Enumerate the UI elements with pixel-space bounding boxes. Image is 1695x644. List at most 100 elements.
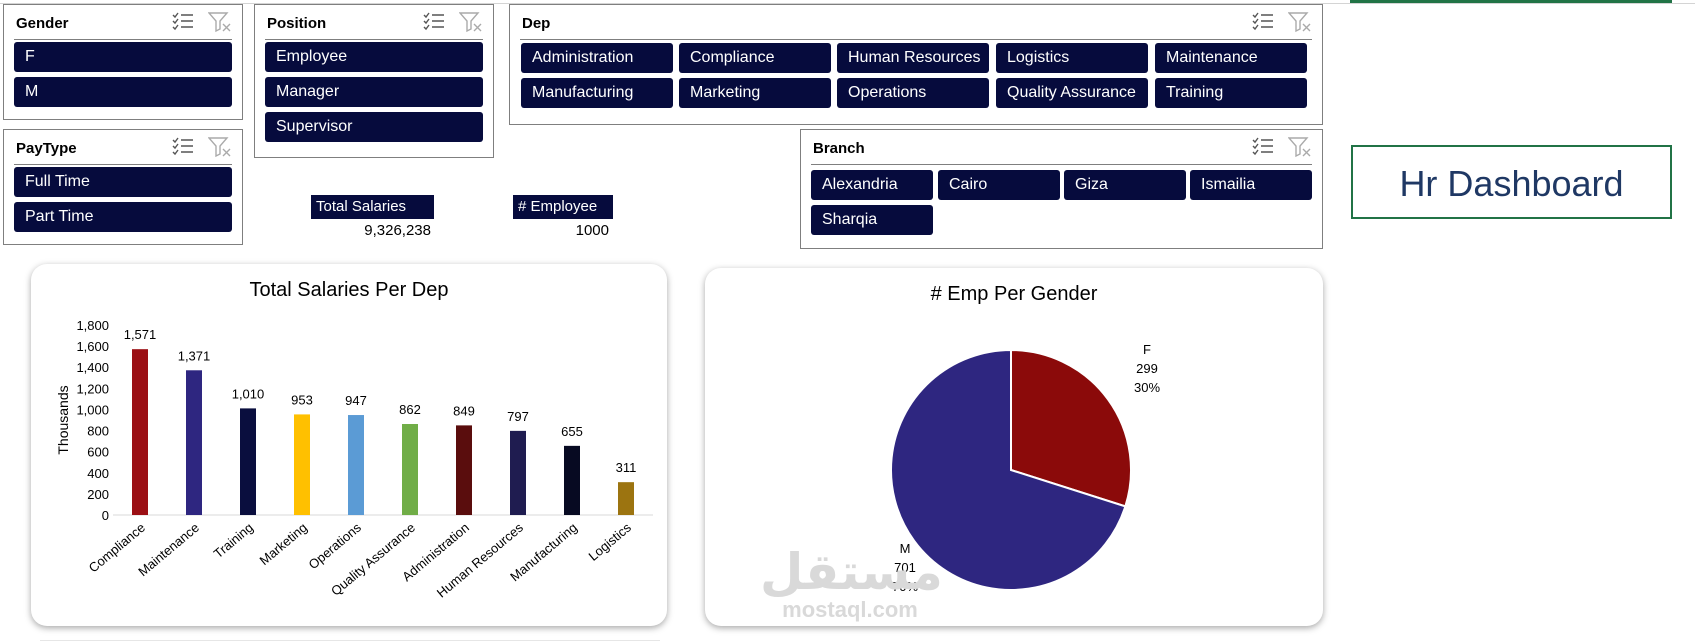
y-tick-label: 400 xyxy=(87,466,109,481)
slicer-item-marketing[interactable]: Marketing xyxy=(679,78,831,108)
data-label: 1,371 xyxy=(178,348,211,363)
chart-title: # Emp Per Gender xyxy=(930,283,1098,305)
data-label: 1,571 xyxy=(124,327,157,342)
slicer-item-part-time[interactable]: Part Time xyxy=(14,202,232,232)
data-label: 311 xyxy=(616,460,637,475)
y-tick-label: 1,200 xyxy=(76,381,109,396)
y-tick-label: 0 xyxy=(102,508,109,523)
pie-chart: F 299 30% M 701 70% xyxy=(890,342,1160,594)
selected-cell-border xyxy=(1350,0,1672,3)
slicer-item-administration[interactable]: Administration xyxy=(521,43,673,73)
bar-administration xyxy=(456,425,472,515)
total-salaries-value: 9,326,238 xyxy=(364,222,431,239)
slicer-item-operations[interactable]: Operations xyxy=(837,78,989,108)
bar-logistics xyxy=(618,482,634,515)
bar-manufacturing xyxy=(564,445,580,515)
x-tick-label: Training xyxy=(211,520,256,561)
clear-filter-icon[interactable] xyxy=(1288,136,1312,158)
y-tick-label: 1,000 xyxy=(76,402,109,417)
slicer-item-employee[interactable]: Employee xyxy=(265,42,483,72)
slicer-item-compliance[interactable]: Compliance xyxy=(679,43,831,73)
y-tick-label: 800 xyxy=(87,424,109,439)
y-tick-label: 1,600 xyxy=(76,339,109,354)
x-tick-label: Marketing xyxy=(257,520,310,568)
position-slicer: Position Employee Manager Supervisor xyxy=(254,4,494,158)
multi-select-icon[interactable] xyxy=(1252,136,1274,158)
clear-filter-icon[interactable] xyxy=(1288,11,1312,33)
y-tick-label: 200 xyxy=(87,487,109,502)
slicer-header: Dep xyxy=(520,5,1312,40)
slice-label-value: 701 xyxy=(894,560,916,575)
data-label: 953 xyxy=(291,392,313,407)
pie-slice-f xyxy=(1010,348,1132,508)
slicer-item-human-resources[interactable]: Human Resources xyxy=(837,43,989,73)
dashboard-title-box: Hr Dashboard xyxy=(1351,145,1672,219)
slicer-item-giza[interactable]: Giza xyxy=(1064,170,1186,200)
slice-label-value: 299 xyxy=(1136,361,1158,376)
data-label: 1,010 xyxy=(232,386,265,401)
data-label: 947 xyxy=(345,393,367,408)
gender-chart-card[interactable]: # Emp Per Gender F 299 30% M 701 70% xyxy=(705,268,1323,626)
clear-filter-icon[interactable] xyxy=(459,11,483,33)
dep-slicer: Dep Administration Compliance Human Reso… xyxy=(509,4,1323,125)
slicer-item-ismailia[interactable]: Ismailia xyxy=(1190,170,1312,200)
slicer-item-sharqia[interactable]: Sharqia xyxy=(811,205,933,235)
bar-training xyxy=(240,408,256,515)
slice-label-pct: 30% xyxy=(1134,380,1160,395)
multi-select-icon[interactable] xyxy=(1252,11,1274,33)
slicer-item-cairo[interactable]: Cairo xyxy=(938,170,1060,200)
slicer-item-manufacturing[interactable]: Manufacturing xyxy=(521,78,673,108)
slicer-title: Branch xyxy=(813,140,865,157)
bar-marketing xyxy=(294,414,310,515)
y-tick-label: 1,400 xyxy=(76,360,109,375)
slicer-title: Dep xyxy=(522,15,551,32)
y-axis-title: Thousands xyxy=(55,385,71,454)
slicer-header: PayType xyxy=(14,130,232,165)
gender-slicer: Gender F M xyxy=(3,4,243,120)
x-tick-label: Logistics xyxy=(586,519,635,563)
watermark: مستقل mostaql.com xyxy=(760,545,943,622)
slicer-item-maintenance[interactable]: Maintenance xyxy=(1155,43,1307,73)
employee-count-value: 1000 xyxy=(575,222,609,239)
bar-maintenance xyxy=(186,370,202,515)
slicer-item-alexandria[interactable]: Alexandria xyxy=(811,170,933,200)
bar-human-resources xyxy=(510,430,526,515)
pie-slice-m xyxy=(890,348,1127,591)
branch-slicer: Branch Alexandria Cairo Giza Ismailia Sh… xyxy=(800,129,1323,249)
slicer-title: Gender xyxy=(16,15,69,32)
data-label: 862 xyxy=(399,402,421,417)
employee-count-label: # Employee xyxy=(513,195,613,219)
slice-label-name: M xyxy=(900,541,911,556)
slicer-item-m[interactable]: M xyxy=(14,77,232,107)
watermark-latin: mostaql.com xyxy=(782,597,918,622)
bar-operations xyxy=(348,415,364,515)
slicer-header: Branch xyxy=(811,130,1312,165)
slicer-item-training[interactable]: Training xyxy=(1155,78,1307,108)
paytype-slicer: PayType Full Time Part Time xyxy=(3,129,243,245)
sheet-gridline-top xyxy=(0,0,1695,4)
chart-title: Total Salaries Per Dep xyxy=(249,279,449,301)
slicer-title: PayType xyxy=(16,140,77,157)
slicer-item-supervisor[interactable]: Supervisor xyxy=(265,112,483,142)
slicer-item-f[interactable]: F xyxy=(14,42,232,72)
slicer-header: Position xyxy=(265,5,483,40)
bar-quality-assurance xyxy=(402,424,418,515)
multi-select-icon[interactable] xyxy=(172,136,194,158)
clear-filter-icon[interactable] xyxy=(208,136,232,158)
clear-filter-icon[interactable] xyxy=(208,11,232,33)
data-label: 655 xyxy=(561,424,583,439)
slicer-item-manager[interactable]: Manager xyxy=(265,77,483,107)
total-salaries-label: Total Salaries xyxy=(311,195,434,219)
slice-label-name: F xyxy=(1143,342,1151,357)
slicer-item-full-time[interactable]: Full Time xyxy=(14,167,232,197)
sheet-gridline-bottom xyxy=(40,640,660,641)
slicer-item-quality-assurance[interactable]: Quality Assurance xyxy=(996,78,1148,108)
bar-chart: Thousands 0 200 400 600 800 1,000 1,200 1,400 1,6… xyxy=(55,318,653,600)
dashboard-title: Hr Dashboard xyxy=(1399,163,1624,204)
slicer-item-logistics[interactable]: Logistics xyxy=(996,43,1148,73)
multi-select-icon[interactable] xyxy=(423,11,445,33)
data-label: 797 xyxy=(507,409,529,424)
bar-compliance xyxy=(132,349,148,515)
salaries-chart-card[interactable]: Total Salaries Per Dep Thousands 0 200 400 6… xyxy=(31,264,667,626)
multi-select-icon[interactable] xyxy=(172,11,194,33)
